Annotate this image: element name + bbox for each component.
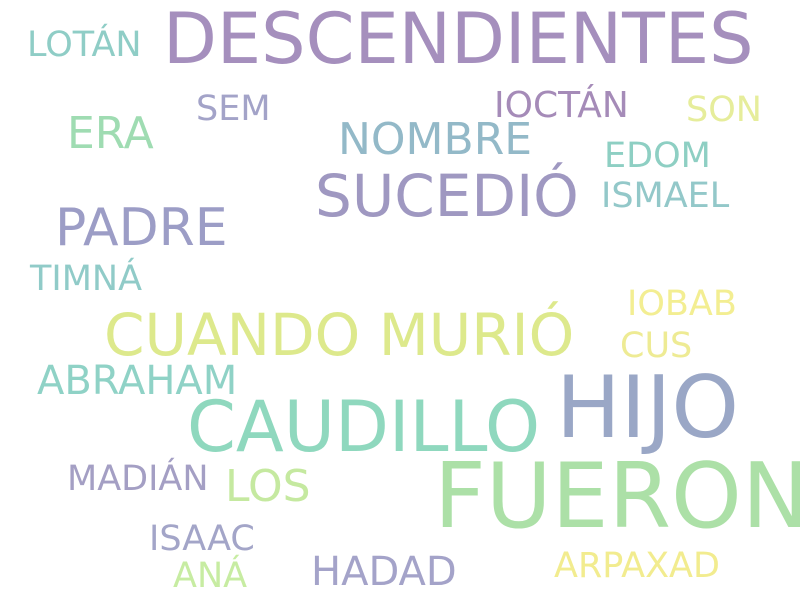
- word-cus: CUS: [620, 326, 693, 366]
- word-lotan: LOTÁN: [27, 25, 142, 65]
- word-arpaxad: ARPAXAD: [554, 546, 720, 586]
- word-isaac: ISAAC: [149, 519, 255, 559]
- word-nombre: NOMBRE: [338, 114, 533, 165]
- word-iobab: IOBAB: [627, 284, 737, 324]
- word-timna: TIMNÁ: [30, 259, 143, 299]
- word-madian: MADIÁN: [67, 459, 209, 499]
- word-ioctan: IOCTÁN: [494, 85, 629, 126]
- word-ismael: ISMAEL: [601, 176, 730, 216]
- word-los: LOS: [225, 461, 311, 512]
- word-fueron: FUERON: [434, 444, 800, 549]
- word-abraham: ABRAHAM: [37, 358, 238, 404]
- word-son: SON: [686, 90, 762, 130]
- word-ana: ANÁ: [173, 556, 248, 596]
- word-descendientes: DESCENDIENTES: [163, 0, 754, 80]
- word-hijo: HIJO: [556, 358, 740, 458]
- word-edom: EDOM: [604, 136, 711, 176]
- word-sucedio: SUCEDIÓ: [315, 162, 579, 230]
- word-hadad: HADAD: [311, 549, 457, 595]
- word-era: ERA: [67, 108, 154, 159]
- word-caudillo: CAUDILLO: [187, 386, 541, 468]
- word-sem: SEM: [196, 89, 271, 129]
- word-cuando-murio: CUANDO MURIÓ: [104, 301, 575, 369]
- word-padre: PADRE: [55, 198, 228, 258]
